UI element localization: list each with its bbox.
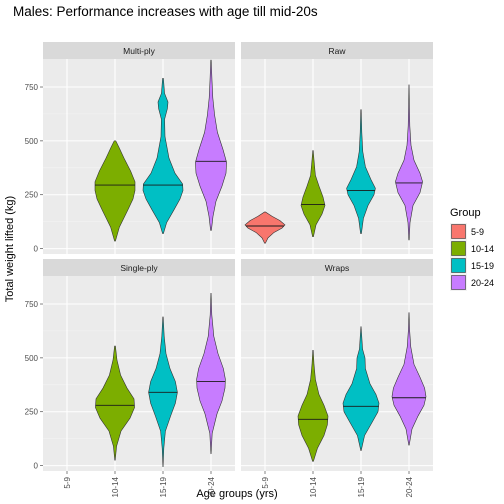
legend-label: 10-14 — [471, 244, 494, 254]
violin-5-9 — [244, 211, 286, 244]
facet-strip-label: Wraps — [325, 263, 349, 273]
violin-15-19 — [142, 78, 184, 234]
y-tick-label: 250 — [25, 191, 39, 200]
y-tick-label: 500 — [25, 354, 39, 363]
y-tick-label: 750 — [25, 83, 39, 92]
facet-strip — [43, 259, 235, 276]
chart-title: Males: Performance increases with age ti… — [13, 4, 318, 19]
facet-panel: Raw — [241, 42, 433, 254]
facet-strip — [43, 42, 235, 59]
x-tick-label: 10-14 — [111, 476, 120, 497]
violin-15-19 — [346, 109, 376, 234]
facet-panel: Wraps 5-9 10-14 15-19 20-24 — [241, 259, 433, 497]
facet-strip-label: Single-ply — [120, 263, 158, 273]
x-tick-label: 5-9 — [261, 476, 270, 488]
x-tick-label: 15-19 — [159, 476, 168, 497]
facet-strip-label: Multi-ply — [123, 46, 155, 56]
y-tick-label: 750 — [25, 300, 39, 309]
violin-15-19 — [342, 326, 380, 451]
y-axis-title: Total weight lifted (kg) — [4, 196, 16, 302]
violin-20-24 — [195, 59, 227, 231]
facet-strip-label: Raw — [328, 46, 346, 56]
legend: Group 5-9 10-14 15-19 20-24 — [450, 207, 494, 291]
y-tick-label: 500 — [25, 137, 39, 146]
violin-10-14 — [300, 150, 326, 238]
violin-10-14 — [95, 345, 135, 461]
facet-strip — [241, 42, 433, 59]
facet-panels: Multi-ply 0 250 500 750 Raw Single-ply 0 250 500 7… — [25, 42, 433, 497]
y-tick-label: 0 — [34, 245, 39, 254]
legend-swatch-20-24 — [451, 275, 466, 290]
facet-panel: Single-ply 0 250 500 750 5-9 10-14 15-19 20-24 — [25, 259, 235, 497]
legend-swatch-5-9 — [451, 224, 466, 239]
violin-20-24 — [395, 84, 423, 241]
facet-panel: Multi-ply 0 250 500 750 — [25, 42, 235, 254]
violin-10-14 — [94, 140, 136, 242]
x-tick-label: 15-19 — [357, 476, 366, 497]
violin-15-19 — [148, 316, 178, 467]
legend-swatch-10-14 — [451, 241, 466, 256]
x-axis-title: Age groups (yrs) — [196, 488, 277, 500]
x-tick-label: 10-14 — [309, 476, 318, 497]
violin-20-24 — [196, 292, 226, 455]
legend-swatch-15-19 — [451, 258, 466, 273]
y-tick-label: 250 — [25, 408, 39, 417]
x-tick-label: 5-9 — [63, 476, 72, 488]
x-tick-label: 20-24 — [207, 476, 216, 497]
legend-label: 5-9 — [471, 227, 484, 237]
x-tick-label: 20-24 — [405, 476, 414, 497]
violin-10-14 — [297, 350, 329, 462]
facet-strip — [241, 259, 433, 276]
legend-label: 20-24 — [471, 278, 494, 288]
legend-title: Group — [450, 207, 481, 219]
legend-label: 15-19 — [471, 261, 494, 271]
violin-20-24 — [391, 312, 427, 446]
y-tick-label: 0 — [34, 462, 39, 471]
